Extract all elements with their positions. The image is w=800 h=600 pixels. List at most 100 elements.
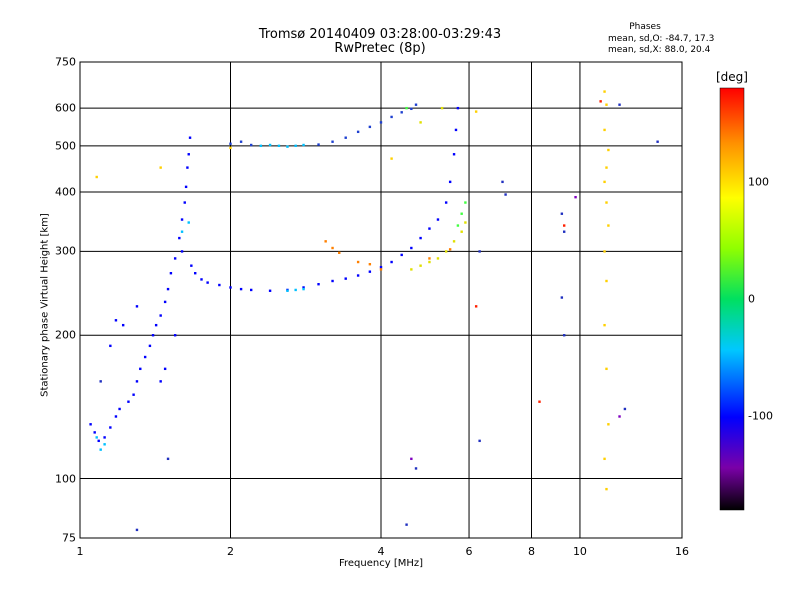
x-tick-label: 8 bbox=[528, 545, 535, 558]
data-point bbox=[159, 314, 162, 317]
data-point bbox=[268, 143, 272, 147]
data-point bbox=[93, 431, 96, 434]
data-point bbox=[190, 264, 193, 267]
data-point bbox=[603, 323, 606, 327]
data-point bbox=[218, 283, 221, 287]
data-point bbox=[474, 305, 478, 308]
data-point bbox=[121, 323, 125, 327]
data-point bbox=[97, 439, 100, 443]
data-point bbox=[605, 201, 608, 204]
data-point bbox=[444, 201, 448, 204]
data-point bbox=[183, 201, 186, 204]
data-point bbox=[135, 528, 139, 532]
data-point bbox=[187, 221, 190, 224]
data-point bbox=[200, 278, 203, 281]
x-tick-label: 16 bbox=[675, 545, 689, 558]
data-point bbox=[603, 90, 606, 93]
data-point bbox=[562, 224, 566, 227]
data-point bbox=[368, 125, 372, 129]
data-point bbox=[163, 300, 167, 304]
data-point bbox=[173, 334, 177, 337]
data-point bbox=[344, 136, 347, 139]
colorbar-unit-label: [deg] bbox=[716, 70, 748, 84]
data-point bbox=[623, 407, 627, 411]
data-point bbox=[419, 236, 422, 240]
data-point bbox=[302, 287, 305, 291]
data-point bbox=[180, 250, 184, 253]
data-point bbox=[229, 146, 232, 150]
data-point bbox=[109, 344, 112, 348]
data-point bbox=[99, 448, 102, 451]
data-point bbox=[163, 367, 167, 371]
y-tick-label: 750 bbox=[55, 55, 76, 69]
data-point bbox=[331, 140, 334, 143]
data-point bbox=[656, 140, 659, 143]
data-point bbox=[166, 287, 170, 291]
data-point bbox=[180, 230, 184, 233]
data-point bbox=[410, 107, 413, 111]
x-axis-label: Frequency [MHz] bbox=[338, 558, 424, 569]
data-point bbox=[538, 400, 541, 403]
data-point bbox=[410, 268, 413, 271]
data-point bbox=[478, 250, 481, 253]
data-point bbox=[605, 487, 608, 491]
data-point bbox=[414, 103, 418, 106]
data-point bbox=[410, 457, 413, 461]
data-point bbox=[206, 281, 209, 284]
data-point bbox=[607, 148, 610, 152]
data-point bbox=[379, 121, 383, 124]
grid-lines bbox=[80, 62, 682, 538]
data-point bbox=[562, 334, 566, 337]
data-point bbox=[419, 121, 422, 124]
data-point bbox=[356, 130, 360, 134]
data-point bbox=[143, 355, 147, 359]
data-point bbox=[286, 289, 289, 292]
data-points bbox=[89, 90, 659, 532]
data-point bbox=[444, 250, 448, 253]
data-point bbox=[95, 436, 98, 439]
data-point bbox=[428, 257, 431, 260]
data-point bbox=[294, 144, 297, 148]
x-tick-label: 6 bbox=[465, 545, 473, 558]
data-point bbox=[338, 251, 341, 255]
data-point bbox=[436, 218, 440, 221]
data-point bbox=[259, 144, 263, 148]
data-point bbox=[118, 407, 121, 411]
data-point bbox=[400, 111, 403, 114]
data-point bbox=[188, 136, 192, 139]
data-point bbox=[317, 283, 320, 286]
data-point bbox=[603, 457, 606, 461]
data-point bbox=[317, 143, 320, 146]
data-point bbox=[135, 380, 139, 383]
data-point bbox=[428, 227, 431, 230]
data-point bbox=[603, 128, 606, 132]
data-point bbox=[603, 250, 606, 253]
phases-x-stats: mean, sd,X: 88.0, 20.4 bbox=[608, 45, 711, 55]
data-point bbox=[410, 246, 413, 250]
data-point bbox=[456, 224, 460, 227]
data-point bbox=[356, 260, 360, 264]
data-point bbox=[166, 457, 170, 461]
data-point bbox=[504, 193, 507, 196]
data-point bbox=[99, 380, 102, 383]
data-point bbox=[448, 180, 452, 184]
data-point bbox=[127, 400, 130, 403]
data-point bbox=[607, 224, 610, 227]
data-point bbox=[154, 323, 158, 327]
data-point bbox=[390, 157, 393, 160]
data-point bbox=[460, 230, 463, 233]
data-point bbox=[560, 212, 564, 215]
data-point bbox=[229, 286, 232, 289]
data-point bbox=[390, 260, 393, 264]
data-point bbox=[379, 265, 383, 269]
data-point bbox=[194, 272, 197, 275]
data-point bbox=[400, 253, 403, 257]
x-tick-label: 2 bbox=[227, 545, 234, 558]
data-point bbox=[109, 426, 112, 429]
data-point bbox=[414, 467, 418, 470]
data-point bbox=[95, 175, 98, 179]
data-point bbox=[599, 100, 602, 103]
data-point bbox=[331, 246, 334, 250]
data-point bbox=[562, 230, 566, 233]
